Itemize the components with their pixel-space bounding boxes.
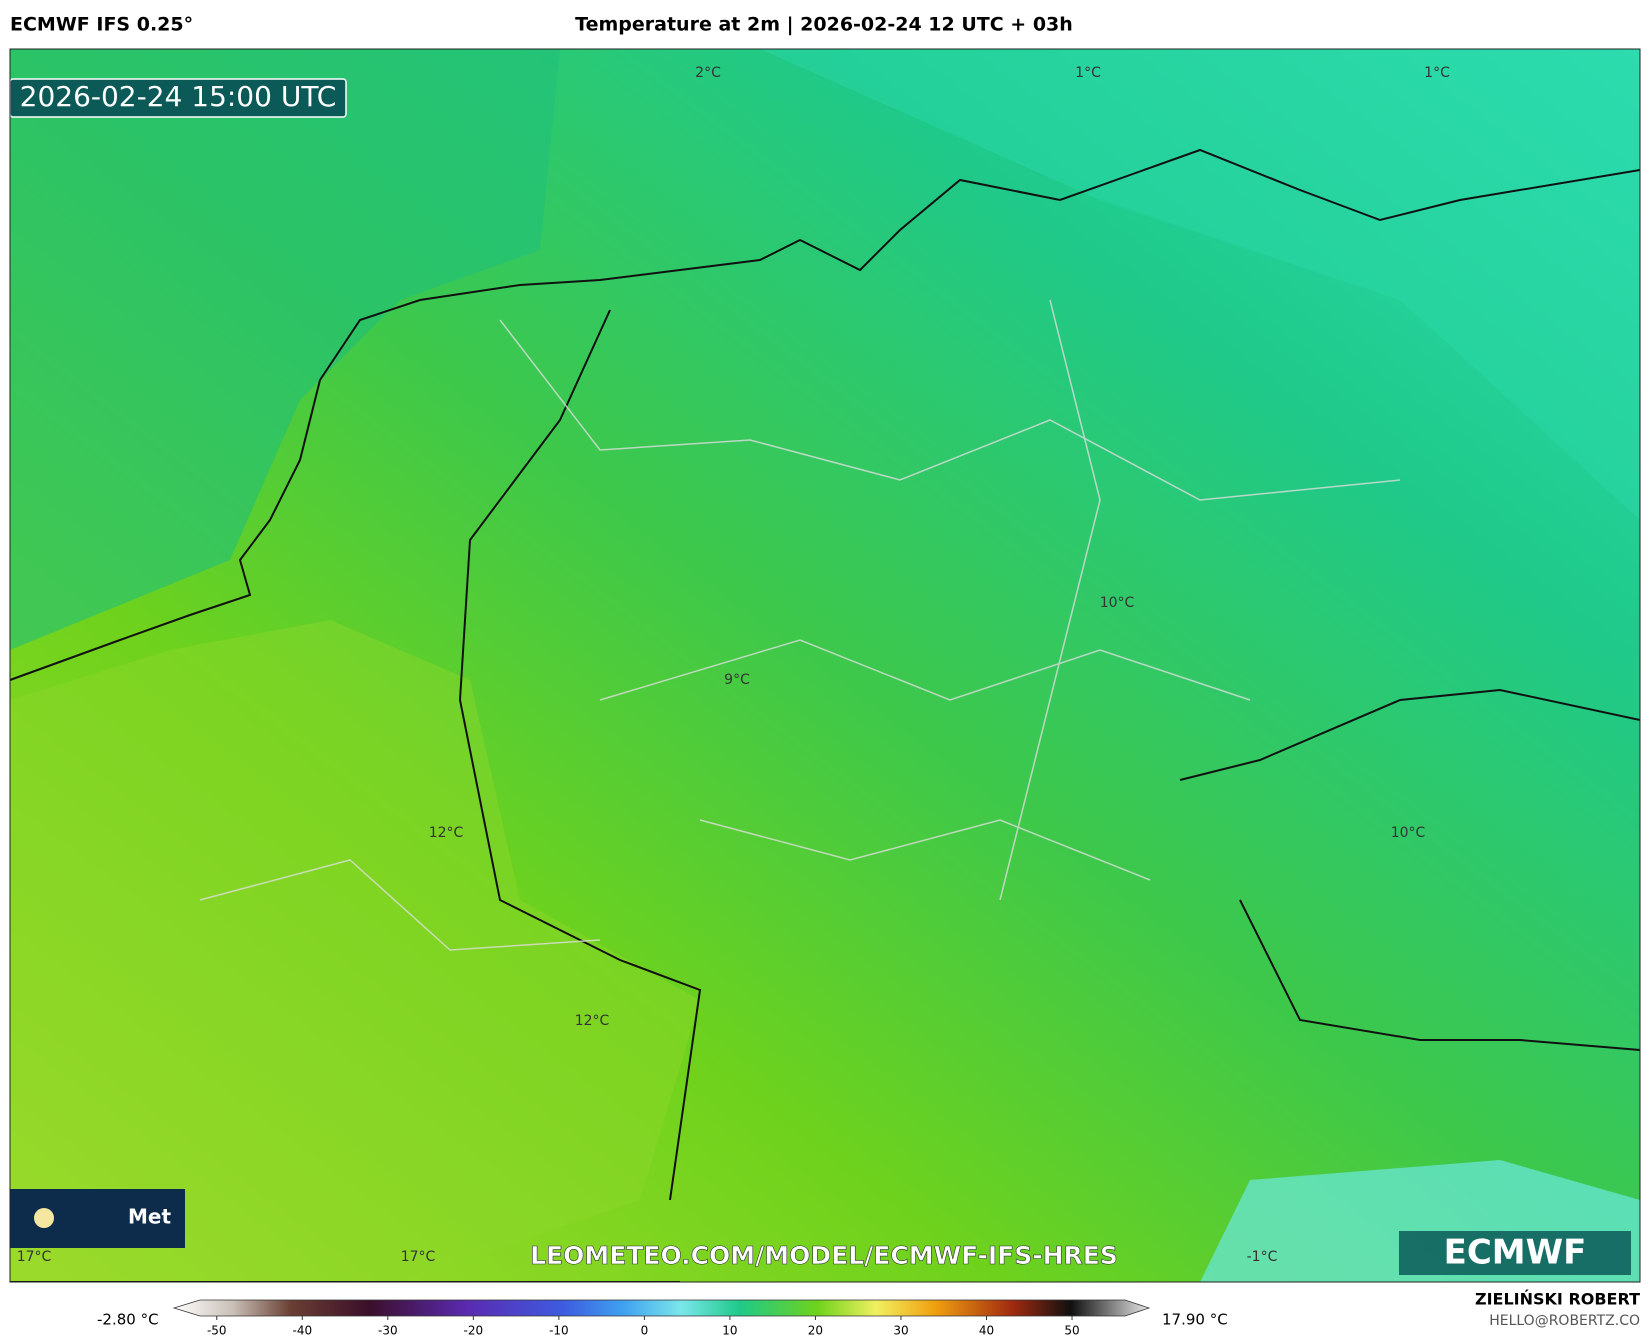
- coastlines: [10, 148, 1640, 1282]
- temperature-label: 17°C: [401, 1249, 436, 1265]
- model-name: ECMWF IFS 0.25°: [10, 14, 193, 36]
- colorbar-tick-label: 40: [979, 1324, 994, 1338]
- sun-icon: [34, 1208, 54, 1228]
- warm-area: [10, 620, 700, 1282]
- temperature-label: 1°C: [1075, 65, 1101, 81]
- author: ZIELIŃSKI ROBERT: [1475, 1290, 1640, 1309]
- sea-area: [10, 49, 560, 650]
- email: HELLO@ROBERTZ.CO: [1489, 1313, 1640, 1329]
- colorbar-tick-label: -20: [464, 1324, 484, 1338]
- temperature-label: 2°C: [695, 65, 721, 81]
- timestamp: 2026-02-24 15:00 UTC: [20, 80, 337, 113]
- colorbar-tick-label: 10: [722, 1324, 737, 1338]
- watermark: LEOMETEO.COM/MODEL/ECMWF-IFS-HRES: [530, 1241, 1118, 1270]
- colorbar-tick-label: 30: [893, 1324, 908, 1338]
- colorbar-tick-label: -30: [378, 1324, 398, 1338]
- logo: ECMWF: [1444, 1233, 1587, 1273]
- cold-area: [760, 49, 1640, 520]
- map-frame: [9, 48, 1641, 1283]
- colorbar: [172, 1299, 1151, 1317]
- temperature-label: 9°C: [724, 672, 750, 688]
- temperature-label: 1°C: [1424, 65, 1450, 81]
- colorbar-max: 17.90 °C: [1162, 1311, 1228, 1329]
- colorbar-tick-label: -40: [292, 1324, 312, 1338]
- map: 2026-02-24 15:00 UTC Met LEOMETEO.COM/MO…: [10, 49, 1640, 1282]
- logo-box: [1399, 1231, 1631, 1275]
- colorbar-tick-label: 50: [1064, 1324, 1079, 1338]
- temperature-label: -1°C: [1247, 1249, 1278, 1265]
- temperature-label: 17°C: [17, 1249, 52, 1265]
- borders: [199, 299, 1401, 951]
- colorbar-min: -2.80 °C: [97, 1311, 159, 1329]
- temperature-label: 12°C: [575, 1013, 610, 1029]
- temperature-label: 10°C: [1391, 825, 1426, 841]
- temperature-label: 12°C: [429, 825, 464, 841]
- colorbar-tick-label: 0: [641, 1324, 649, 1338]
- temperature-label: 10°C: [1100, 595, 1135, 611]
- badge-text: Met: [128, 1205, 171, 1229]
- timestamp-box: [10, 78, 347, 118]
- colorbar-tick-label: 20: [808, 1324, 823, 1338]
- map-title: Temperature at 2m | 2026-02-24 12 UTC + …: [575, 14, 1073, 36]
- colorbar-tick-label: -10: [549, 1324, 569, 1338]
- colorbar-tick-label: -50: [207, 1324, 227, 1338]
